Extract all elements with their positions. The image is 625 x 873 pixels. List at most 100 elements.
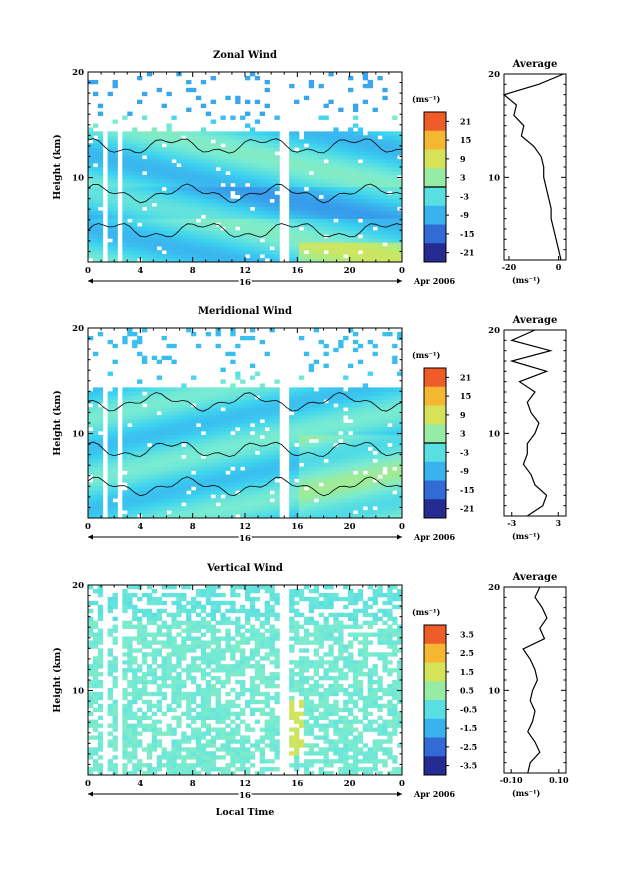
profile-x-tick-label: -20 — [502, 262, 517, 272]
profile-x-tick-label: 3 — [555, 518, 561, 528]
x-tick-label: 16 — [291, 522, 303, 532]
y-tick-label: 20 — [72, 68, 84, 78]
colorbar-segment — [424, 718, 446, 738]
panel-title: Meridional Wind — [198, 306, 292, 317]
colorbar-tick-label: 15 — [460, 391, 471, 401]
x-tick-label: 0 — [399, 522, 405, 532]
colorbar-segment — [424, 112, 446, 132]
x-tick-label: 20 — [344, 522, 356, 532]
colorbar-segment — [424, 424, 446, 444]
colorbar-segment — [424, 243, 446, 263]
profile-frame — [503, 586, 567, 774]
average-profile: Average 10 20 -3 3 (ms⁻¹) — [488, 315, 567, 541]
zero-contour-line — [87, 392, 403, 412]
colorbar-segment — [424, 643, 446, 663]
profile-y-tick-label: 20 — [488, 326, 500, 336]
x-axis-title: Local Time — [216, 807, 275, 818]
zero-contour-line — [87, 441, 403, 458]
colorbar-tick-label: -3.5 — [460, 761, 477, 771]
left-arrow-icon — [88, 534, 93, 540]
profile-line — [502, 73, 564, 261]
colorbar-tick-label: 3 — [460, 429, 466, 439]
day-label: 16 — [239, 791, 251, 801]
right-arrow-icon — [397, 278, 402, 284]
zero-contour-line — [87, 138, 403, 154]
y-tick-label: 20 — [72, 581, 84, 591]
y-axis-title: Height (km) — [52, 134, 63, 200]
y-tick-label: 10 — [72, 687, 84, 697]
heatmap-field — [88, 328, 403, 519]
zero-contour-line — [87, 476, 403, 497]
colorbar-segment — [424, 737, 446, 757]
units-label: (ms⁻¹) — [412, 350, 440, 360]
units-label: (ms⁻¹) — [412, 607, 440, 617]
zero-contours — [87, 392, 403, 497]
colorbar-tick-label: -15 — [460, 229, 474, 239]
average-profile: Average 10 20 -20 0 (ms⁻¹) — [488, 59, 567, 285]
x-tick-label: 0 — [85, 266, 91, 276]
profile-title: Average — [512, 572, 558, 583]
colorbar-segment — [424, 625, 446, 645]
colorbar-tick-label: -15 — [460, 485, 474, 495]
colorbar-tick-label: 3 — [460, 173, 466, 183]
colorbar-segment — [424, 461, 446, 481]
left-arrow-icon — [88, 278, 93, 284]
panel-title: Vertical Wind — [206, 563, 283, 574]
colorbar-segment — [424, 187, 446, 207]
profile-title: Average — [512, 59, 558, 70]
profile-y-tick-label: 20 — [488, 70, 500, 80]
x-tick-label: 12 — [239, 522, 251, 532]
x-tick-label: 8 — [190, 266, 196, 276]
right-arrow-icon — [397, 791, 402, 797]
panel-title: Zonal Wind — [213, 50, 277, 61]
colorbar-segment — [424, 443, 446, 463]
colorbar-segment — [424, 386, 446, 406]
colorbar-tick-label: 1.5 — [460, 667, 474, 677]
colorbar-tick-label: -2.5 — [460, 742, 477, 752]
profile-title: Average — [512, 315, 558, 326]
profile-y-tick-label: 10 — [488, 173, 500, 183]
profile-x-tick-label: 0 — [556, 262, 562, 272]
x-tick-label: 0 — [399, 266, 405, 276]
profile-x-tick-label: 0.10 — [549, 775, 569, 785]
x-tick-label: 12 — [239, 266, 251, 276]
profile-y-tick-label: 10 — [488, 686, 500, 696]
zero-contour-line — [87, 183, 403, 204]
colorbar-tick-label: 0.5 — [460, 686, 474, 696]
colorbar-tick-label: -1.5 — [460, 723, 477, 733]
y-tick-label: 20 — [72, 324, 84, 334]
colorbar: 3.5 2.5 1.5 0.5 -0.5 -1.5 -2.5 -3.5 — [423, 624, 477, 776]
colorbar-tick-label: 9 — [460, 410, 466, 420]
colorbar-frame — [423, 624, 447, 776]
x-tick-label: 20 — [344, 266, 356, 276]
y-tick-label: 10 — [72, 430, 84, 440]
colorbar-tick-label: 9 — [460, 154, 466, 164]
units-label: (ms⁻¹) — [412, 94, 440, 104]
colorbar-tick-label: -3 — [460, 191, 469, 201]
colorbar-tick-label: -21 — [460, 248, 474, 258]
colorbar-segment — [424, 499, 446, 519]
panel-meridional: Meridional Wind 0 4 8 12 16 20 0 10 20 Height (km)… — [52, 306, 567, 546]
average-profile: Average 10 20 -0.10 0.10 (ms⁻¹) — [488, 572, 569, 798]
colorbar-segment — [424, 368, 446, 388]
colorbar-tick-label: 21 — [460, 372, 471, 382]
colorbar-segment — [424, 149, 446, 169]
x-tick-label: 0 — [85, 522, 91, 532]
colorbar-tick-label: -9 — [460, 210, 469, 220]
y-axis-title: Height (km) — [52, 647, 63, 713]
y-axis-title: Height (km) — [52, 390, 63, 456]
profile-units-label: (ms⁻¹) — [512, 275, 540, 285]
profile-frame — [503, 329, 567, 517]
zero-contour-line — [87, 223, 403, 238]
colorbar-segment — [424, 130, 446, 150]
colorbar: 21 15 9 3 -3 -9 -15 -21 — [423, 111, 474, 263]
colorbar-tick-label: -3 — [460, 447, 469, 457]
right-arrow-icon — [397, 534, 402, 540]
zero-contours — [87, 138, 403, 238]
colorbar-segment — [424, 405, 446, 425]
profile-y-tick-label: 20 — [488, 583, 500, 593]
x-tick-label: 20 — [344, 779, 356, 789]
profile-y-tick-label: 10 — [488, 429, 500, 439]
x-tick-label: 0 — [85, 779, 91, 789]
